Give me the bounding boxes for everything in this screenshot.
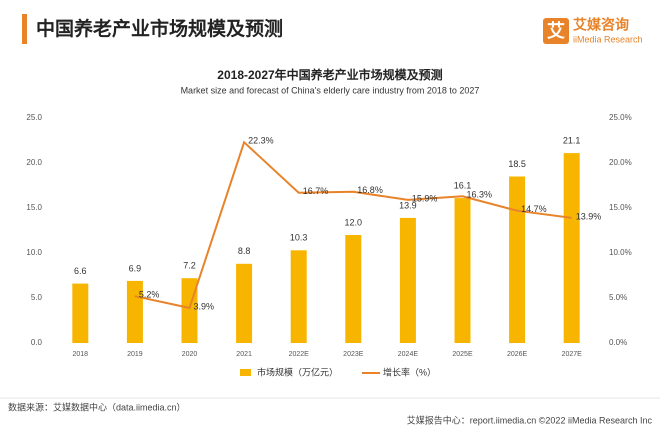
bar-value-label: 6.6 (74, 266, 87, 276)
bar-value-label: 21.1 (563, 135, 581, 145)
page-title: 中国养老产业市场规模及预测 (36, 17, 283, 40)
bar (72, 283, 89, 343)
x-tick-label: 2025E (452, 351, 473, 358)
chart-title: 2018-2027年中国养老产业市场规模及预测 (217, 67, 442, 82)
bar-value-label: 12.0 (345, 217, 363, 227)
x-tick-label: 2024E (398, 351, 419, 358)
logo-sub: iiMedia Research (573, 34, 643, 44)
bar (236, 263, 253, 343)
bar-value-label: 13.9 (399, 200, 417, 210)
y-tick-label: 5.0 (31, 293, 43, 302)
line-value-label: 3.9% (194, 301, 215, 311)
bar-value-label: 10.3 (290, 233, 308, 243)
logo-name: 艾媒咨询 (573, 17, 629, 33)
y2-tick-label: 25.0% (609, 113, 632, 122)
x-tick-label: 2023E (343, 351, 364, 358)
line-value-label: 22.3% (248, 136, 274, 146)
x-tick-label: 2022E (289, 351, 310, 358)
y2-tick-label: 0.0% (609, 338, 627, 347)
y2-tick-label: 15.0% (609, 203, 632, 212)
bar (454, 198, 471, 343)
y2-tick-label: 20.0% (609, 158, 632, 167)
line-value-label: 16.7% (303, 186, 329, 196)
bar-value-label: 16.1 (454, 180, 472, 190)
bar-value-label: 18.5 (508, 159, 526, 169)
y-tick-label: 25.0 (26, 113, 42, 122)
footer-report: 艾媒报告中心：report.iimedia.cn ©2022 iiMedia R… (407, 414, 653, 425)
bar-value-label: 8.8 (238, 246, 251, 256)
y-tick-label: 10.0 (26, 248, 42, 257)
x-tick-label: 2020 (182, 351, 198, 358)
x-tick-label: 2019 (127, 351, 143, 358)
x-tick-label: 2018 (73, 351, 89, 358)
logo-mark: 艾 (547, 20, 565, 41)
bar (509, 176, 526, 343)
footer-source: 数据来源：艾媒数据中心（data.iimedia.cn） (8, 401, 186, 412)
y2-tick-label: 10.0% (609, 248, 632, 257)
y-tick-label: 20.0 (26, 158, 42, 167)
line-value-label: 16.3% (467, 190, 493, 200)
bar (399, 217, 416, 343)
growth-line (134, 140, 572, 310)
bar (563, 153, 580, 343)
line-value-label: 15.9% (412, 193, 438, 203)
legend-swatch (240, 369, 251, 376)
y2-tick-label: 5.0% (609, 293, 627, 302)
logo-mark-box (543, 18, 569, 44)
legend-label: 市场规模（万亿元） (257, 366, 338, 377)
x-tick-label: 2026E (507, 351, 528, 358)
y-tick-label: 0.0 (31, 338, 43, 347)
y-tick-label: 15.0 (26, 203, 42, 212)
legend-label: 增长率（%） (383, 366, 436, 377)
x-tick-label: 2021 (236, 351, 252, 358)
bar (290, 250, 307, 343)
bar-value-label: 6.9 (129, 263, 142, 273)
header-accent (22, 14, 27, 44)
bar (345, 235, 362, 343)
line-value-label: 13.9% (576, 211, 602, 221)
chart-subtitle: Market size and forecast of China's elde… (181, 85, 480, 95)
line-value-label: 14.7% (521, 204, 547, 214)
bar-value-label: 7.2 (183, 261, 196, 271)
line-value-label: 16.8% (357, 185, 383, 195)
line-value-label: 5.2% (139, 290, 160, 300)
x-tick-label: 2027E (562, 351, 583, 358)
